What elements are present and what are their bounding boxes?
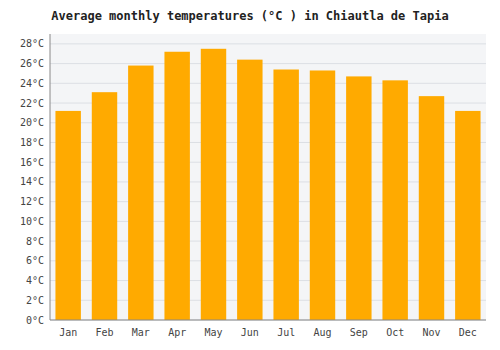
- x-tick-label: Dec: [459, 327, 477, 338]
- grid: [50, 44, 486, 320]
- y-ticks: 0°C 2°C 4°C 6°C 8°C 10°C 12°C 14°C 16°C 18°C 20°C 2…: [20, 38, 44, 325]
- x-tick-label: Oct: [386, 327, 404, 338]
- y-tick-label: 4°C: [26, 275, 44, 286]
- grid-line: [50, 43, 486, 44]
- bar: [237, 60, 262, 320]
- y-tick-label: 6°C: [26, 255, 44, 266]
- x-tick-label: Mar: [132, 327, 150, 338]
- x-tick-label: May: [204, 327, 222, 338]
- bar: [55, 111, 80, 320]
- y-tick-label: 10°C: [20, 216, 44, 227]
- x-tick-label: Sep: [350, 327, 368, 338]
- y-tick-label: 8°C: [26, 236, 44, 247]
- x-tick-label: Nov: [422, 327, 440, 338]
- y-tick-label: 18°C: [20, 137, 44, 148]
- grid-line: [50, 83, 486, 84]
- bar: [92, 92, 117, 320]
- y-axis-line: [50, 34, 51, 320]
- y-tick-label: 22°C: [20, 98, 44, 109]
- grid-line: [50, 320, 486, 321]
- grid-line: [50, 63, 486, 64]
- bar: [382, 80, 407, 320]
- x-tick-label: Apr: [168, 327, 186, 338]
- x-tick-label: Aug: [313, 327, 331, 338]
- plot-background: [50, 34, 486, 320]
- page: {"chart_data": {"type": "bar", "title": …: [0, 0, 500, 350]
- title: Average monthly temperatures (°C ) in Ch…: [51, 9, 448, 23]
- bar: [419, 96, 444, 320]
- x-tick-label: Jan: [59, 327, 77, 338]
- x-axis-line: [50, 320, 486, 321]
- y-tick-label: 2°C: [26, 295, 44, 306]
- y-tick-label: 26°C: [20, 58, 44, 69]
- bar: [273, 70, 298, 320]
- y-tick-label: 28°C: [20, 38, 44, 49]
- bar: [128, 66, 153, 320]
- x-tick-label: Jul: [277, 327, 295, 338]
- y-tick-label: 20°C: [20, 117, 44, 128]
- y-tick-label: 12°C: [20, 196, 44, 207]
- bar: [455, 111, 480, 320]
- y-tick-label: 14°C: [20, 176, 44, 187]
- y-tick-label: 0°C: [26, 315, 44, 326]
- x-tick-label: Feb: [95, 327, 113, 338]
- y-tick-label: 24°C: [20, 78, 44, 89]
- bar: [201, 49, 226, 320]
- bars: [55, 49, 480, 320]
- bar: [310, 70, 335, 320]
- chart-container: Average monthly temperatures (°C ) in Ch…: [0, 0, 500, 350]
- y-tick-label: 16°C: [20, 157, 44, 168]
- chart: Average monthly temperatures (°C ) in Ch…: [0, 0, 500, 350]
- bar: [346, 76, 371, 320]
- x-tick-label: Jun: [241, 327, 259, 338]
- bar: [164, 52, 189, 320]
- x-ticks: Jan Feb Mar Apr May Jun Jul Aug Sep Oct Nov Dec: [59, 327, 477, 338]
